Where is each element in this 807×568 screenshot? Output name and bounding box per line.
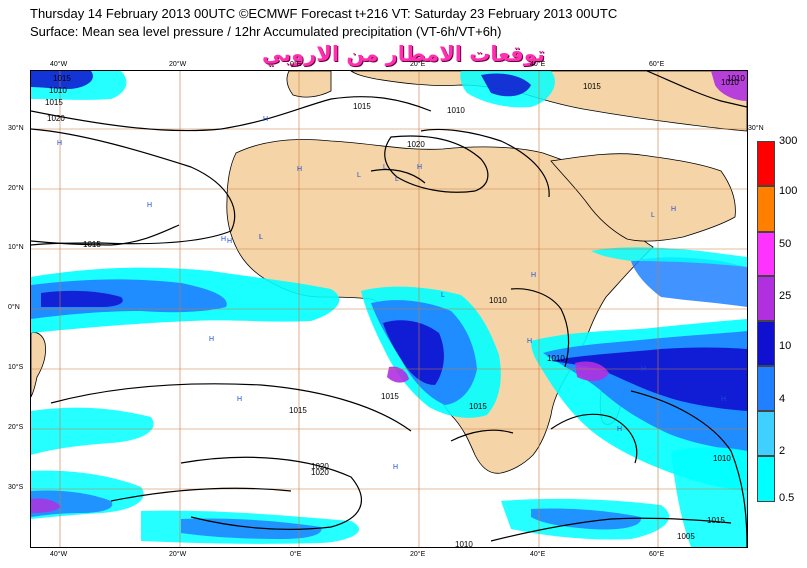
pressure-centre: H [237,396,242,403]
lat-label-left: 0°N [8,304,20,311]
isobar-label: 1020 [311,468,329,477]
pressure-centre: H [721,396,726,403]
south-america-landmass [31,332,46,398]
weather-map: 1015 1010 1015 1020 1015 1010 1015 1020 … [31,71,747,547]
colorbar-segment [757,141,775,186]
graticule [31,71,747,547]
pressure-centre: H [617,426,622,433]
pressure-centre: L [441,292,445,299]
isobar-label: 1015 [53,74,71,83]
pressure-centre: H [57,140,62,147]
precipitation-colorbar [757,141,775,502]
isobar-label: 1015 [353,102,371,111]
pressure-centre: H [221,236,226,243]
pressure-centre: H [393,464,398,471]
isobar-label: 1020 [47,114,65,123]
pressure-centres: H H H H H H H H L L L H H L H H L L H H … [57,116,726,471]
lon-label-top: 20°W [169,61,187,68]
colorbar-label: 4 [779,393,786,405]
colorbar-segment [757,186,775,232]
isobar-label: 1015 [289,406,307,415]
isobar-label: 1005 [677,532,695,541]
colorbar-label: 100 [779,185,798,197]
iberia-landmass [286,71,332,98]
pressure-centre: H [417,164,422,171]
pressure-centre: H [297,166,302,173]
pressure-centre: H [531,272,536,279]
colorbar-segment [757,276,775,321]
lon-label-bottom: 60°E [649,551,665,558]
lon-label-top: 40°W [50,61,68,68]
colorbar-label: 0.5 [779,492,795,504]
pressure-centre: L [651,212,655,219]
colorbar-label: 50 [779,238,792,250]
isobar-label: 1015 [707,516,725,525]
isobar-label: 1010 [721,78,739,87]
colorbar-segment [757,456,775,502]
isobar-label: 1020 [311,462,329,471]
colorbar-segment [757,411,775,456]
isobar-label: 1010 [547,354,565,363]
map-subtitle: Surface: Mean sea level pressure / 12hr … [30,24,502,39]
colorbar-label: 2 [779,445,786,457]
pressure-centre: H [263,116,268,123]
pressure-centre: L [259,234,263,241]
lat-label-left: 30°N [8,125,24,132]
colorbar-label: 10 [779,340,792,352]
pressure-centre: L [357,172,361,179]
lon-label-top: 20°E [410,61,426,68]
isobar-label: 1020 [407,140,425,149]
lon-label-bottom: 40°W [50,551,68,558]
arabia-landmass [550,153,736,242]
lat-label-left: 10°S [8,364,24,371]
colorbar-segment [757,232,775,276]
lon-label-bottom: 40°E [530,551,546,558]
isobar-label: 1010 [455,540,473,547]
pressure-centre: H [147,202,152,209]
lat-label-left: 20°S [8,424,24,431]
pressure-centre: L [383,164,387,171]
isobars [31,71,747,547]
isobar-label: 1010 [49,86,67,95]
lon-label-bottom: 20°E [410,551,426,558]
isobar-labels: 1015 1010 1015 1020 1015 1010 1015 1020 … [45,74,745,547]
map-panel: 1015 1010 1015 1020 1015 1010 1015 1020 … [30,70,748,548]
pressure-centre: H [227,238,232,245]
pressure-centre: L [395,176,399,183]
lon-label-top: 60°E [649,61,665,68]
isobar-label: 1010 [713,454,731,463]
lon-label-bottom: 0°E [290,551,302,558]
lat-label-right: 30°N [748,125,764,132]
isobar-label: 1015 [381,392,399,401]
colorbar-label: 25 [779,290,792,302]
lat-label-left: 20°N [8,185,24,192]
isobar-label: 1015 [45,98,63,107]
lon-label-bottom: 20°W [169,551,187,558]
isobar-label: 1010 [727,74,745,83]
pressure-centre: H [209,336,214,343]
arabic-overlay-text: توقعات الامطار من الاروبي [262,42,545,66]
lat-label-left: 30°S [8,484,24,491]
pressure-centre: H [527,338,532,345]
pressure-centre: H [671,206,676,213]
isobar-label: 1015 [83,240,101,249]
lon-label-top: 0°E [290,61,302,68]
isobar-label: 1015 [469,402,487,411]
isobar-label: 1015 [583,82,601,91]
pressure-centre: H [641,366,646,373]
colorbar-label: 300 [779,135,798,147]
lon-label-top: 40°E [530,61,546,68]
colorbar-segment [757,366,775,411]
lat-label-left: 10°N [8,244,24,251]
isobar-label: 1010 [489,296,507,305]
pressure-centre: L [259,234,263,241]
colorbar-segment [757,321,775,366]
map-title-top: Thursday 14 February 2013 00UTC ©ECMWF F… [30,6,618,21]
isobar-label: 1010 [447,106,465,115]
